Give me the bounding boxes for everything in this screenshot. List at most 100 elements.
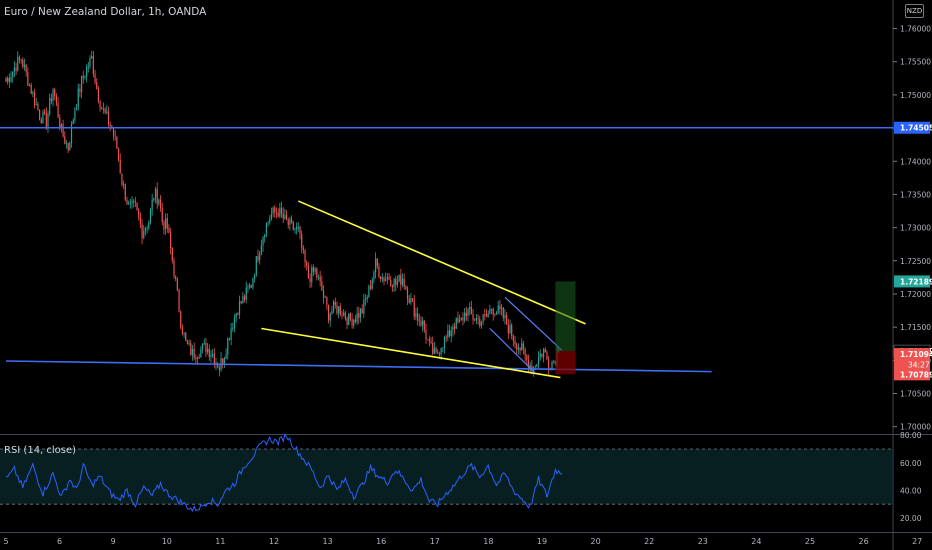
- candle-body: [453, 326, 456, 329]
- candle-body: [304, 250, 306, 263]
- y-tick-label: 1.75500: [900, 58, 931, 67]
- candle-body: [124, 184, 126, 200]
- candle-body: [32, 92, 34, 94]
- candle-body: [437, 352, 439, 354]
- candle-body: [378, 266, 380, 277]
- candle-body: [499, 305, 501, 310]
- candle-body: [20, 59, 22, 61]
- candle-body: [548, 359, 550, 370]
- candle-body: [217, 362, 219, 368]
- candle-body: [506, 315, 508, 325]
- candle-body: [233, 317, 236, 328]
- candle-body: [398, 274, 400, 282]
- candle-body: [72, 120, 74, 125]
- candle-body: [161, 208, 163, 222]
- y-tick-label: 1.74000: [900, 157, 931, 166]
- candle-body: [406, 288, 409, 300]
- rsi-band-fill: [0, 449, 893, 505]
- price-label-box: [894, 121, 930, 134]
- candle-body: [134, 201, 136, 203]
- candle-body: [74, 110, 76, 121]
- x-tick-label: 27: [912, 537, 922, 546]
- candle-body: [474, 319, 476, 321]
- candle-body: [7, 77, 9, 82]
- candle-body: [333, 301, 335, 312]
- candle-body: [62, 124, 64, 137]
- candle-body: [317, 277, 320, 278]
- candle-body: [526, 355, 528, 360]
- candle-body: [391, 285, 393, 288]
- candle-body: [522, 343, 525, 350]
- candle-body: [223, 358, 225, 364]
- wedge-lower-trendline: [261, 327, 561, 379]
- candle-body: [417, 313, 419, 320]
- price-label-text: 1.72189: [900, 277, 932, 286]
- candle-body: [218, 367, 220, 370]
- candle-body: [282, 213, 284, 219]
- candle-body: [201, 343, 204, 350]
- candle-body: [279, 207, 281, 217]
- x-tick-label: 12: [269, 537, 279, 546]
- candle-body: [336, 304, 338, 314]
- candle-body: [537, 356, 540, 365]
- candle-body: [346, 318, 348, 326]
- position-target-zone: [555, 281, 576, 352]
- candle-body: [544, 349, 546, 353]
- candle-body: [81, 76, 83, 93]
- candle-body: [165, 218, 167, 230]
- candle-body: [255, 256, 257, 276]
- rsi-tick-label: 40.00: [900, 486, 922, 495]
- x-tick-label: 26: [859, 537, 869, 546]
- candle-body: [185, 332, 187, 341]
- candle-body: [141, 224, 143, 238]
- candle-body: [292, 221, 294, 230]
- candle-body: [341, 314, 343, 316]
- x-tick-label: 16: [376, 537, 386, 546]
- candle-body: [455, 317, 457, 329]
- candle-body: [396, 281, 399, 285]
- candle-body: [49, 98, 51, 114]
- candle-body: [405, 286, 407, 289]
- candle-body: [52, 89, 54, 102]
- candle-body: [102, 108, 105, 110]
- candle-body: [479, 318, 481, 327]
- candle-body: [96, 82, 98, 89]
- candle-body: [519, 347, 521, 351]
- candle-body: [238, 301, 241, 315]
- candle-body: [422, 320, 424, 326]
- candle-body: [438, 353, 441, 355]
- candle-body: [126, 199, 128, 205]
- candle-body: [27, 72, 29, 86]
- candle-body: [344, 312, 346, 319]
- candle-body: [501, 307, 503, 310]
- candle-body: [366, 297, 368, 300]
- candle-body: [215, 362, 217, 364]
- currency-badge[interactable]: NZD: [905, 4, 924, 18]
- candle-body: [67, 143, 69, 151]
- y-tick-label: 1.76000: [900, 25, 931, 34]
- candle-body: [353, 319, 355, 326]
- x-tick-label: 13: [323, 537, 333, 546]
- candle-body: [17, 57, 19, 72]
- candle-body: [306, 262, 308, 266]
- candle-body: [410, 298, 412, 303]
- price-label-text: 1.70789: [900, 370, 932, 379]
- candle-body: [106, 111, 108, 113]
- candle-body: [343, 312, 345, 315]
- candle-body: [243, 296, 246, 300]
- candle-body: [25, 64, 27, 73]
- candle-body: [128, 203, 130, 205]
- candle-body: [400, 274, 402, 285]
- candle-body: [91, 56, 93, 58]
- candle-body: [358, 313, 360, 318]
- candle-body: [516, 344, 518, 350]
- candle-body: [408, 299, 410, 303]
- candle-body: [551, 361, 553, 370]
- x-tick-label: 17: [430, 537, 440, 546]
- candle-body: [190, 343, 192, 356]
- x-tick-label: 19: [537, 537, 547, 546]
- candle-body: [55, 96, 57, 104]
- candle-body: [369, 285, 372, 289]
- candle-body: [37, 103, 39, 111]
